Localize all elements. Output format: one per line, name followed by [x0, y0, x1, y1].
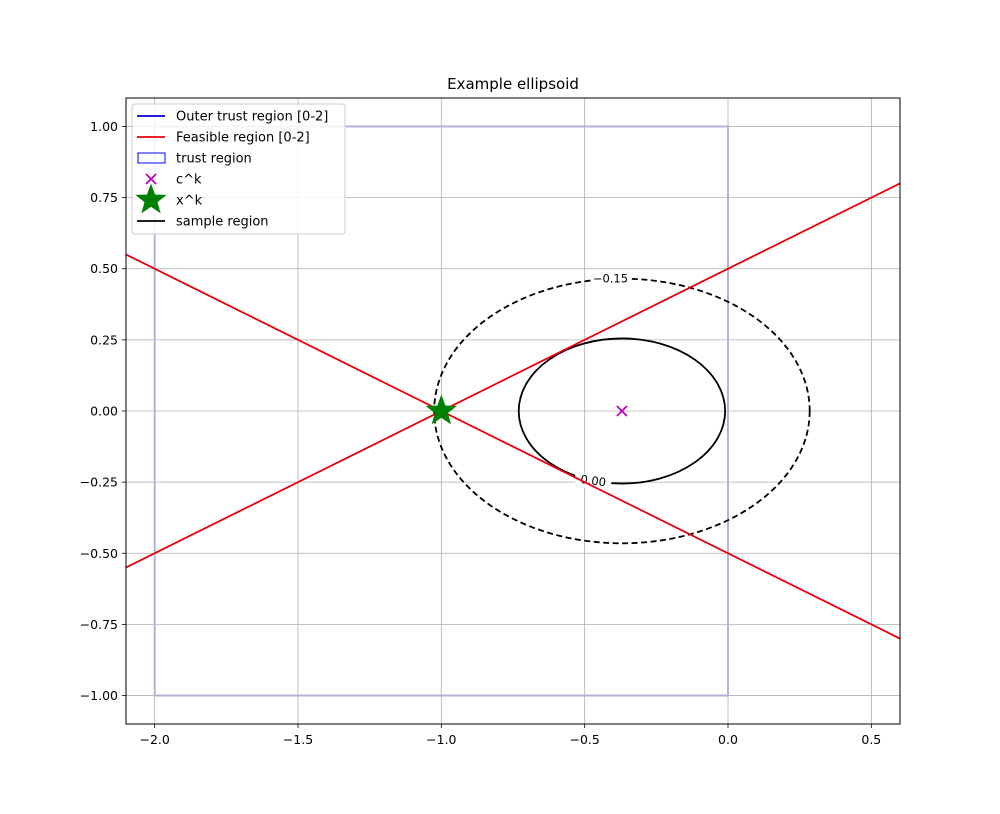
- legend-x-marker: [145, 173, 157, 185]
- legend-label: x^k: [176, 194, 203, 209]
- x-tick-label: −1.5: [283, 732, 313, 747]
- legend-label: trust region: [176, 152, 252, 167]
- y-tick-label: −0.25: [80, 475, 118, 490]
- x-tick-label: 0.0: [718, 732, 738, 747]
- ck-x-marker: [616, 405, 628, 417]
- legend-x-stroke: [145, 173, 157, 185]
- contour-label-background: [592, 271, 629, 286]
- legend-label: c^k: [176, 173, 202, 188]
- xk-star-marker: [425, 394, 457, 425]
- x-tick-label: −2.0: [139, 732, 169, 747]
- legend-label: Feasible region [0-2]: [176, 131, 310, 146]
- legend-label: Outer trust region [0-2]: [176, 110, 328, 125]
- y-tick-label: 1.00: [90, 119, 118, 134]
- x-tick-label: 0.5: [861, 732, 881, 747]
- legend-star-marker: [135, 183, 167, 214]
- legend: Outer trust region [0-2] Feasible region …: [131, 103, 346, 235]
- sample-region-contour: [517, 337, 727, 485]
- y-tick-label: 0.25: [90, 332, 118, 347]
- y-tick-label: −0.75: [80, 617, 118, 632]
- y-tick-label: −1.00: [80, 688, 118, 703]
- ticks: −2.0 −1.5 −1.0 −0.5 0.0 0.5 −1.00 −0.75 −0.50 −0.…: [80, 119, 882, 747]
- x-tick-label: −1.0: [426, 732, 456, 747]
- legend-box: [131, 103, 346, 235]
- legend-patch-swatch: [137, 152, 166, 164]
- feasible-region-line: [126, 253, 900, 640]
- legend-label: sample region: [176, 215, 269, 230]
- data-layer: 0.00 −0.15: [126, 125, 900, 697]
- contour-label: 0.00: [580, 472, 607, 489]
- outer-trust-region-rect: [153, 125, 729, 697]
- contour-label: −0.15: [593, 272, 628, 286]
- x-tick-label: −0.5: [569, 732, 599, 747]
- chart-title: Example ellipsoid: [447, 75, 579, 93]
- y-tick-label: −0.50: [80, 546, 118, 561]
- ck-x-stroke: [616, 405, 628, 417]
- contour-label-background: [575, 473, 612, 488]
- y-tick-label: 0.50: [90, 261, 118, 276]
- y-tick-label: 0.75: [90, 190, 118, 205]
- feasible-region-line: [126, 182, 900, 569]
- y-tick-label: 0.00: [90, 404, 118, 419]
